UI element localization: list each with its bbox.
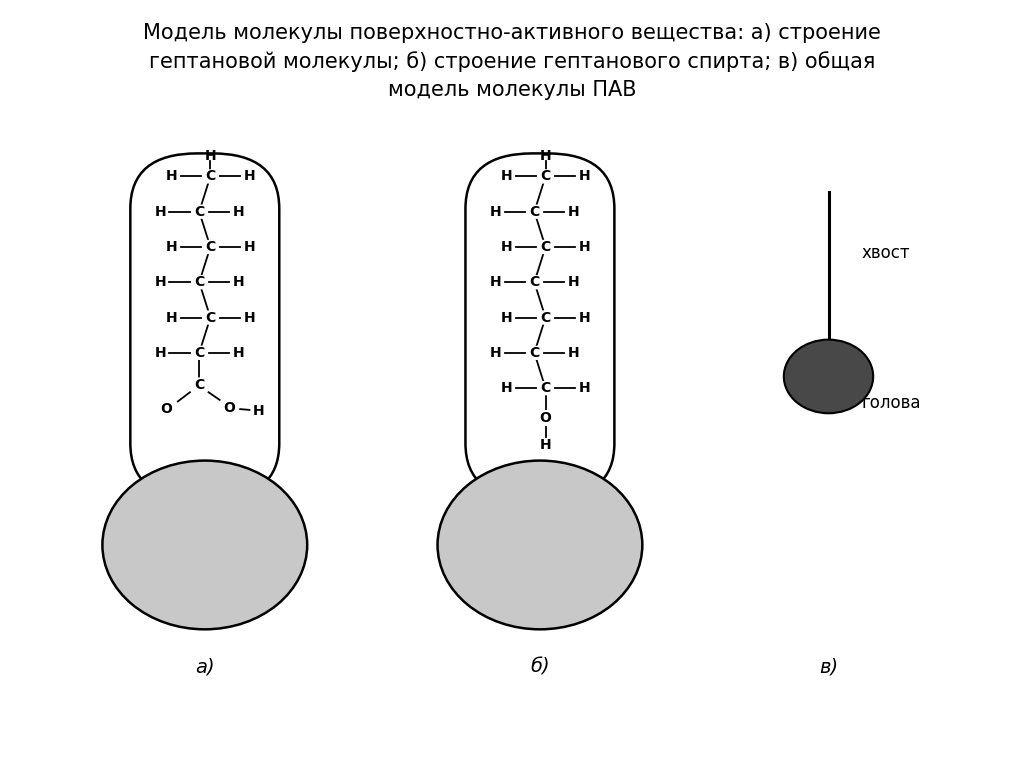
Text: O: O (540, 411, 552, 425)
Text: C: C (195, 377, 205, 392)
Text: H: H (232, 205, 244, 219)
Text: H: H (501, 240, 512, 254)
Text: C: C (195, 275, 205, 289)
Text: C: C (205, 240, 215, 254)
Text: хвост: хвост (861, 244, 909, 262)
Text: голова: голова (861, 394, 921, 413)
FancyBboxPatch shape (130, 153, 280, 499)
Text: C: C (541, 170, 551, 183)
Text: H: H (567, 346, 580, 360)
Text: H: H (166, 311, 177, 324)
Text: H: H (489, 275, 501, 289)
Text: H: H (244, 311, 255, 324)
Text: H: H (253, 404, 264, 419)
Text: C: C (541, 381, 551, 395)
Text: C: C (195, 205, 205, 219)
Text: H: H (205, 150, 216, 163)
Text: H: H (579, 170, 591, 183)
Text: H: H (540, 150, 551, 163)
Text: O: O (161, 402, 173, 416)
Text: H: H (244, 240, 255, 254)
Text: C: C (529, 346, 540, 360)
Text: H: H (579, 381, 591, 395)
Text: H: H (540, 438, 551, 452)
Text: H: H (579, 311, 591, 324)
Text: C: C (541, 240, 551, 254)
Text: H: H (579, 240, 591, 254)
Text: H: H (501, 170, 512, 183)
Text: H: H (166, 240, 177, 254)
Text: б): б) (530, 658, 550, 676)
Text: C: C (529, 275, 540, 289)
Text: H: H (567, 205, 580, 219)
Text: H: H (501, 381, 512, 395)
Circle shape (783, 340, 873, 413)
Text: O: O (223, 400, 234, 415)
Text: H: H (155, 346, 166, 360)
Text: C: C (529, 205, 540, 219)
Text: Модель молекулы поверхностно-активного вещества: а) строение
гептановой молекулы: Модель молекулы поверхностно-активного в… (143, 23, 881, 100)
Text: C: C (205, 170, 215, 183)
Text: H: H (155, 205, 166, 219)
Text: H: H (244, 170, 255, 183)
Text: C: C (195, 346, 205, 360)
Text: C: C (541, 311, 551, 324)
Text: H: H (155, 275, 166, 289)
Text: а): а) (195, 658, 215, 676)
Circle shape (102, 460, 307, 629)
Circle shape (437, 460, 642, 629)
Text: H: H (166, 170, 177, 183)
Text: H: H (501, 311, 512, 324)
Text: в): в) (819, 658, 838, 676)
FancyBboxPatch shape (466, 153, 614, 499)
Text: H: H (489, 205, 501, 219)
Text: H: H (232, 346, 244, 360)
Text: H: H (567, 275, 580, 289)
Text: H: H (232, 275, 244, 289)
Text: C: C (205, 311, 215, 324)
Text: H: H (489, 346, 501, 360)
